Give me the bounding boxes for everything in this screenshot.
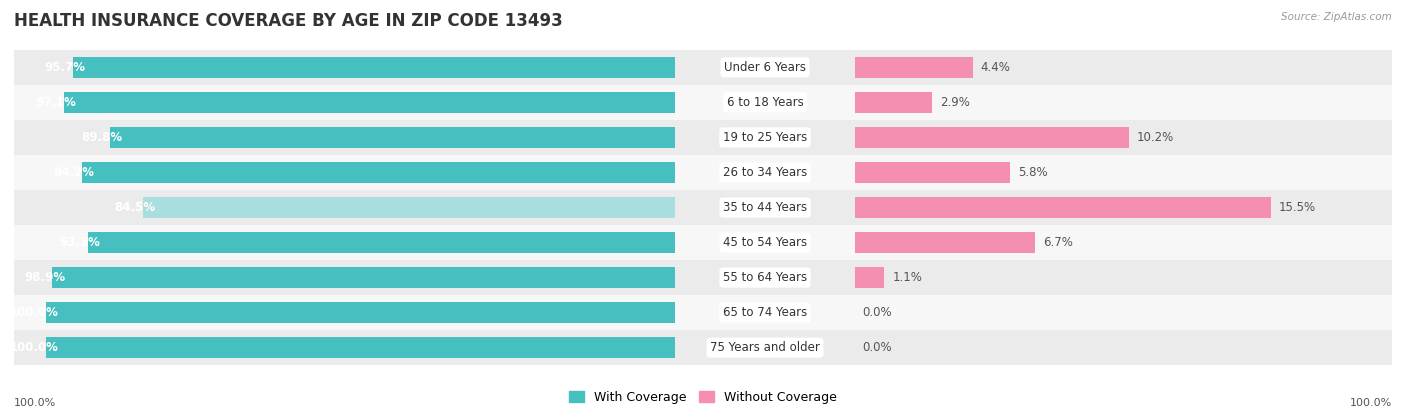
Bar [14,190,675,225]
Bar [855,57,973,78]
Bar [855,85,1392,120]
Text: 97.1%: 97.1% [35,96,76,109]
Text: 6.7%: 6.7% [1043,236,1073,249]
Text: 1.1%: 1.1% [893,271,922,284]
Bar [675,85,855,120]
Text: 100.0%: 100.0% [1350,398,1392,408]
Text: 100.0%: 100.0% [10,341,58,354]
Text: 75 Years and older: 75 Years and older [710,341,820,354]
Bar [14,330,675,365]
Bar [675,330,855,365]
Bar [14,50,675,85]
Bar [675,260,855,295]
Text: 94.2%: 94.2% [53,166,94,179]
Bar [855,155,1392,190]
Bar [855,295,1392,330]
Text: 95.7%: 95.7% [44,61,86,74]
Bar [63,92,675,113]
Text: Source: ZipAtlas.com: Source: ZipAtlas.com [1281,12,1392,22]
Bar [14,155,675,190]
Bar [855,127,1129,148]
Bar [675,225,855,260]
Bar [82,162,675,183]
Text: 84.5%: 84.5% [115,201,156,214]
Bar [675,190,855,225]
Text: 0.0%: 0.0% [863,306,893,319]
Bar [14,85,675,120]
Text: 0.0%: 0.0% [863,341,893,354]
Text: 45 to 54 Years: 45 to 54 Years [723,236,807,249]
Bar [14,260,675,295]
Bar [855,330,1392,365]
Bar [855,120,1392,155]
Bar [855,162,1011,183]
Bar [855,197,1271,218]
Text: 100.0%: 100.0% [10,306,58,319]
Text: 89.8%: 89.8% [82,131,122,144]
Bar [675,120,855,155]
Bar [87,232,675,253]
Bar [855,225,1392,260]
Text: 4.4%: 4.4% [981,61,1011,74]
Bar [855,50,1392,85]
Text: 19 to 25 Years: 19 to 25 Years [723,131,807,144]
Legend: With Coverage, Without Coverage: With Coverage, Without Coverage [564,386,842,409]
Text: 100.0%: 100.0% [14,398,56,408]
Bar [675,295,855,330]
Bar [73,57,675,78]
Text: 5.8%: 5.8% [1018,166,1047,179]
Text: 15.5%: 15.5% [1279,201,1316,214]
Text: 2.9%: 2.9% [941,96,970,109]
Text: 65 to 74 Years: 65 to 74 Years [723,306,807,319]
Bar [45,302,675,323]
Text: Under 6 Years: Under 6 Years [724,61,806,74]
Bar [45,337,675,358]
Bar [675,155,855,190]
Bar [52,267,675,288]
Text: HEALTH INSURANCE COVERAGE BY AGE IN ZIP CODE 13493: HEALTH INSURANCE COVERAGE BY AGE IN ZIP … [14,12,562,30]
Bar [110,127,675,148]
Text: 55 to 64 Years: 55 to 64 Years [723,271,807,284]
Bar [855,267,884,288]
Bar [143,197,675,218]
Text: 98.9%: 98.9% [24,271,65,284]
Bar [675,50,855,85]
Bar [14,295,675,330]
Bar [14,120,675,155]
Bar [855,92,932,113]
Text: 35 to 44 Years: 35 to 44 Years [723,201,807,214]
Bar [855,190,1392,225]
Bar [855,260,1392,295]
Bar [14,225,675,260]
Text: 6 to 18 Years: 6 to 18 Years [727,96,803,109]
Text: 10.2%: 10.2% [1136,131,1174,144]
Bar [855,232,1035,253]
Text: 93.3%: 93.3% [59,236,100,249]
Text: 26 to 34 Years: 26 to 34 Years [723,166,807,179]
